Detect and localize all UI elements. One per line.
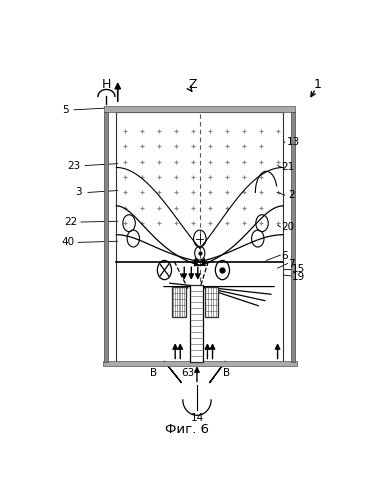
Text: 21: 21 xyxy=(281,163,294,173)
Text: 22: 22 xyxy=(65,217,78,227)
Text: 23: 23 xyxy=(67,161,81,171)
Text: В: В xyxy=(223,368,230,378)
Text: 6: 6 xyxy=(281,251,288,261)
Text: 5: 5 xyxy=(62,105,69,115)
Text: Z: Z xyxy=(188,78,197,91)
Text: 1: 1 xyxy=(313,78,321,91)
Text: H: H xyxy=(102,78,111,91)
Text: 40: 40 xyxy=(62,238,75,248)
Bar xyxy=(191,284,203,361)
Text: 14: 14 xyxy=(190,413,204,423)
Text: 2: 2 xyxy=(288,190,295,200)
Bar xyxy=(291,112,295,361)
Text: В: В xyxy=(150,368,157,378)
Bar xyxy=(205,286,218,317)
Text: 15: 15 xyxy=(292,264,306,274)
Bar xyxy=(103,361,296,366)
Bar xyxy=(104,106,295,112)
Bar xyxy=(104,112,108,361)
Bar xyxy=(172,286,186,317)
Text: 63: 63 xyxy=(181,368,194,378)
Text: 13: 13 xyxy=(287,138,300,148)
Text: 20: 20 xyxy=(281,222,294,232)
Text: 3: 3 xyxy=(75,188,81,198)
Text: 7: 7 xyxy=(288,259,295,269)
Text: Фиг. 6: Фиг. 6 xyxy=(165,423,209,436)
Text: 19: 19 xyxy=(292,272,306,282)
